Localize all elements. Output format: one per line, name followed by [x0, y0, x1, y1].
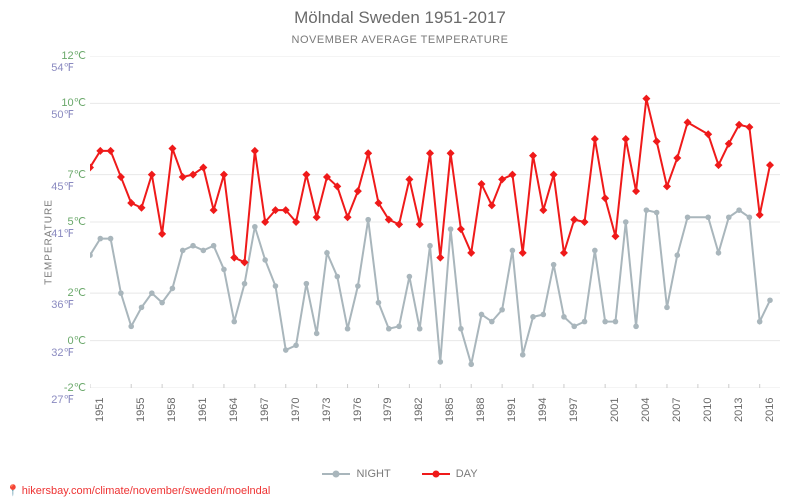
xtick-label: 1961: [197, 398, 209, 422]
xtick-label: 2016: [764, 398, 776, 422]
legend-item-night: NIGHT: [322, 468, 390, 480]
chart-svg: [90, 56, 780, 388]
xtick-label: 1964: [228, 398, 240, 422]
ytick-fahrenheit: 50℉: [28, 108, 74, 121]
legend-label-day: DAY: [456, 468, 478, 480]
xtick-label: 1985: [444, 398, 456, 422]
xtick-label: 2013: [733, 398, 745, 422]
ytick-fahrenheit: 32℉: [28, 346, 74, 359]
plot-area: [90, 56, 780, 388]
chart-subtitle: NOVEMBER AVERAGE TEMPERATURE: [0, 28, 800, 46]
y-axis-title: TEMPERATURE: [43, 199, 54, 285]
ytick-fahrenheit: 45℉: [28, 180, 74, 193]
source-link: 📍hikersbay.com/climate/november/sweden/m…: [6, 484, 270, 497]
ytick-fahrenheit: 27℉: [28, 393, 74, 406]
xtick-label: 1973: [321, 398, 333, 422]
xtick-label: 1991: [506, 398, 518, 422]
xtick-label: 1970: [290, 398, 302, 422]
page-title: Mölndal Sweden 1951-2017: [0, 0, 800, 28]
ytick-fahrenheit: 54℉: [28, 61, 74, 74]
legend-swatch-day: [422, 473, 450, 475]
xtick-label: 1958: [166, 398, 178, 422]
chart-legend: NIGHT DAY: [0, 466, 800, 480]
xtick-label: 1979: [382, 398, 394, 422]
xtick-label: 2010: [702, 398, 714, 422]
source-url-text: hikersbay.com/climate/november/sweden/mo…: [22, 485, 271, 497]
ytick-fahrenheit: 36℉: [28, 298, 74, 311]
xtick-label: 1967: [259, 398, 271, 422]
xtick-label: 2001: [609, 398, 621, 422]
xtick-label: 1951: [94, 398, 106, 422]
pin-icon: 📍: [6, 485, 20, 497]
xtick-label: 1994: [537, 398, 549, 422]
xtick-label: 1988: [475, 398, 487, 422]
legend-label-night: NIGHT: [356, 468, 390, 480]
xtick-label: 1976: [352, 398, 364, 422]
legend-item-day: DAY: [422, 468, 478, 480]
chart-container: TEMPERATURE -2℃27℉0℃32℉2℃36℉5℃41℉7℃45℉10…: [0, 48, 800, 436]
xtick-label: 2004: [640, 398, 652, 422]
xtick-label: 1955: [135, 398, 147, 422]
legend-swatch-night: [322, 473, 350, 475]
xtick-label: 2007: [671, 398, 683, 422]
ytick-fahrenheit: 41℉: [28, 227, 74, 240]
xtick-label: 1982: [413, 398, 425, 422]
xtick-label: 1997: [568, 398, 580, 422]
